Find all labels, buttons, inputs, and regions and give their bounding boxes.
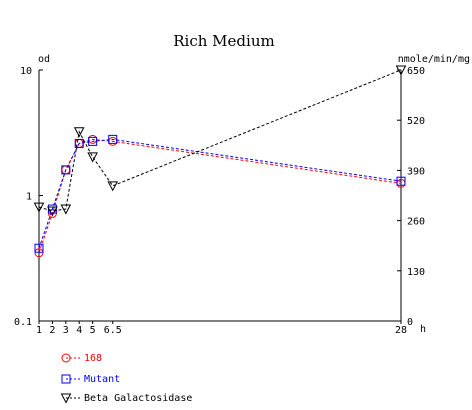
- left-axis-label: od: [38, 54, 50, 65]
- legend-marker: [61, 374, 71, 384]
- data-point: [396, 176, 406, 186]
- x-axis-tick-label: 5: [90, 325, 96, 336]
- data-point: [87, 152, 98, 163]
- legend-item: Beta Galactosidase: [60, 393, 192, 404]
- x-axis-tick-label: 28: [395, 325, 407, 336]
- data-point: [33, 202, 45, 213]
- x-axis-tick-label: 2: [49, 325, 55, 336]
- legend-item: Mutant: [61, 374, 120, 385]
- legend-item: 168: [61, 353, 102, 364]
- legend-label: Mutant: [84, 374, 120, 385]
- series-line: [38, 69, 402, 212]
- right-axis-tick-label: 0: [407, 317, 413, 328]
- data-point: [395, 65, 407, 76]
- legend-label: Beta Galactosidase: [84, 393, 192, 404]
- series-line: [38, 138, 402, 253]
- data-point: [60, 204, 72, 215]
- data-point: [34, 243, 44, 253]
- right-axis-label: nmole/min/mg: [398, 54, 470, 65]
- data-point: [61, 165, 71, 175]
- data-point: [88, 136, 98, 146]
- chart-title: Rich Medium: [173, 32, 274, 50]
- legend-label: 168: [84, 353, 102, 364]
- series-line: [38, 138, 402, 249]
- x-axis-tick-label: 3: [63, 325, 69, 336]
- right-axis-tick-label: 130: [407, 267, 425, 278]
- x-axis-unit-label: h: [420, 324, 426, 335]
- data-point: [107, 181, 119, 192]
- left-axis-tick-label: 10: [20, 66, 32, 77]
- series-1: [34, 134, 406, 253]
- x-axis-tick-label: 4: [76, 325, 82, 336]
- legend-marker: [61, 353, 71, 363]
- right-axis-tick-label: 520: [407, 116, 425, 127]
- data-point: [73, 127, 85, 138]
- data-point: [47, 206, 58, 217]
- right-axis-tick-label: 390: [407, 166, 425, 177]
- x-axis-tick-label: 1: [36, 325, 42, 336]
- left-axis-tick-label: 1: [26, 192, 32, 203]
- data-point: [74, 138, 84, 148]
- data-point: [108, 134, 118, 144]
- x-axis-tick-label: 6.5: [104, 325, 122, 336]
- legend-marker: [60, 393, 72, 404]
- data-point: [47, 204, 57, 214]
- legend: 168 Mutant Beta Galactosidase: [60, 353, 192, 404]
- right-axis-tick-label: 650: [407, 66, 425, 77]
- right-axis-tick-label: 260: [407, 217, 425, 228]
- series-2: [33, 65, 407, 217]
- left-axis-tick-label: 0.1: [14, 317, 32, 328]
- series-layer: [33, 65, 407, 258]
